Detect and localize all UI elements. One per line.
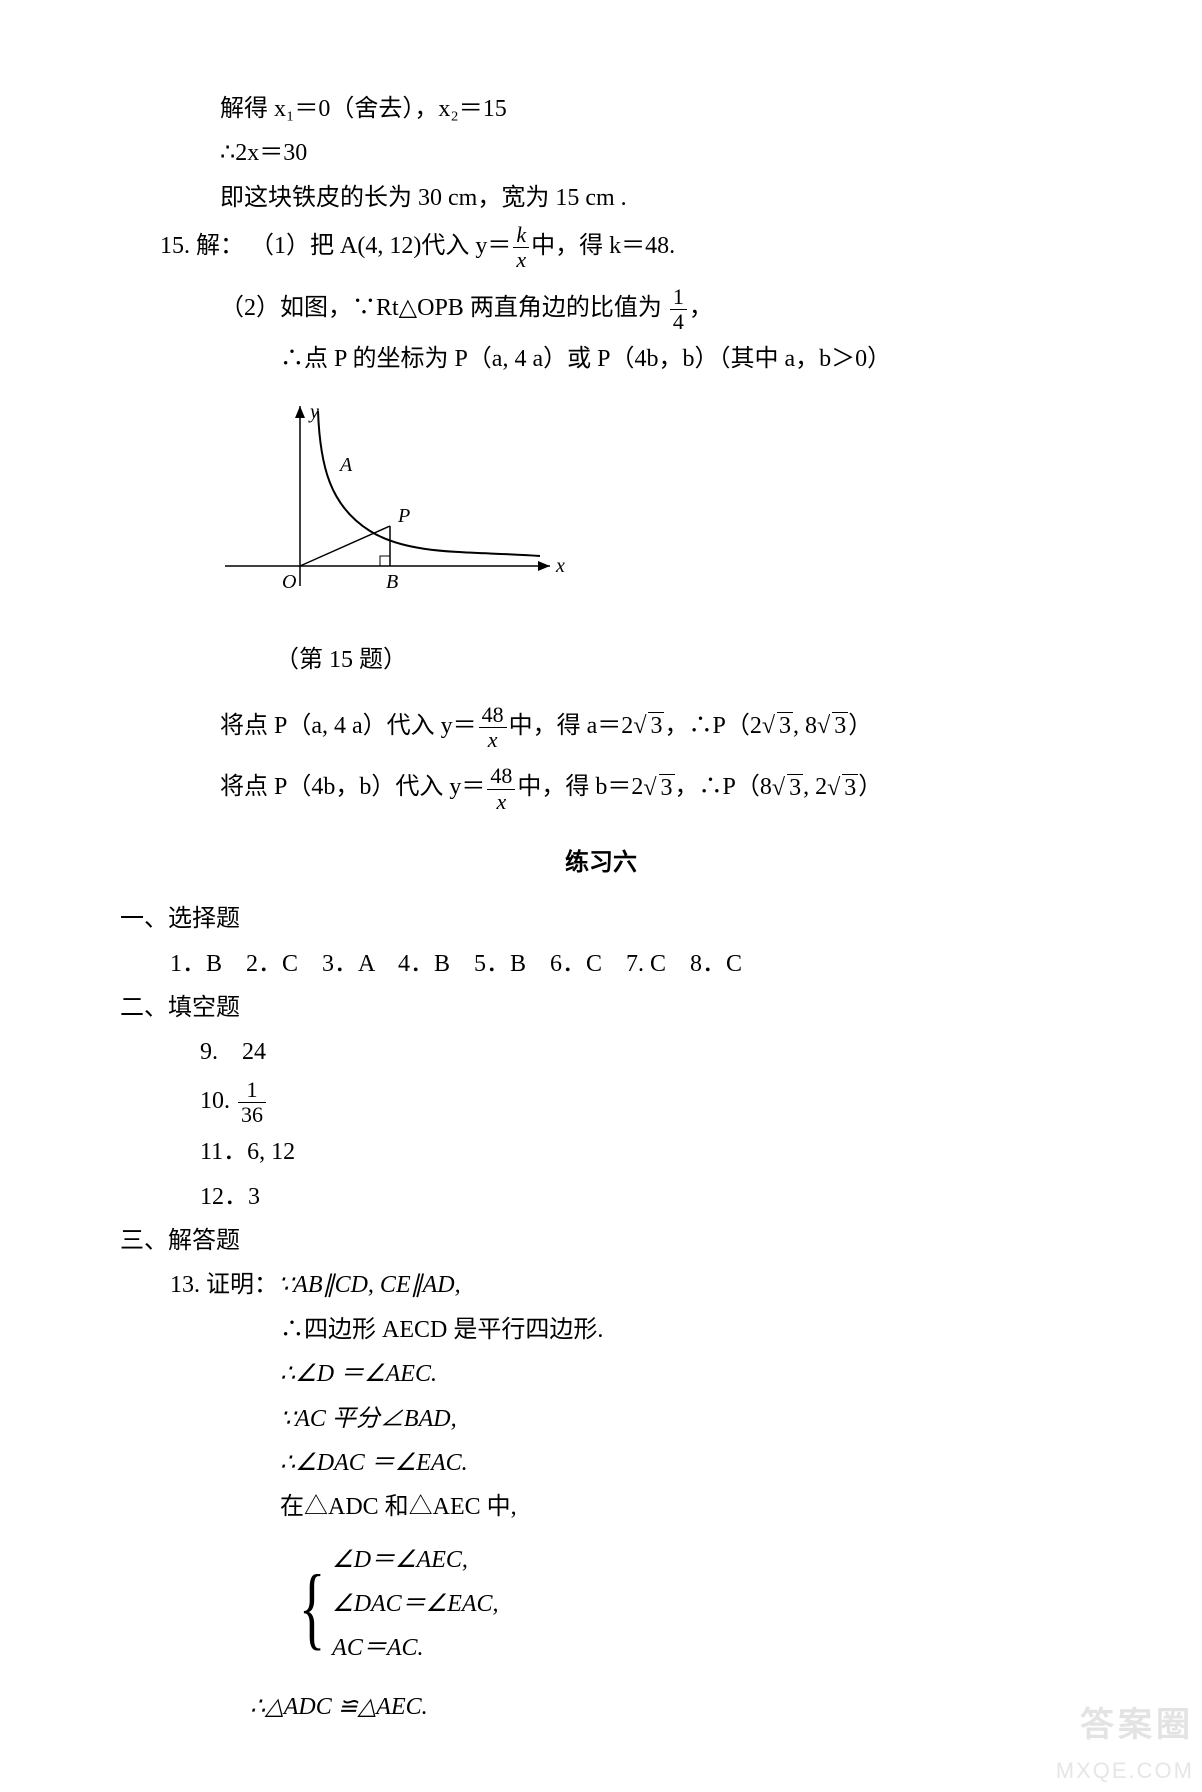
text-line: 解得 x₁＝0（舍去），x₂＝15 (120, 90, 1082, 128)
q15-subst1: 将点 P（a, 4 a）代入 y＝48x中，得 a＝2√3，∴P（2√3, 8√… (120, 703, 1082, 752)
q15-part2: （2）如图，∵Rt△OPB 两直角边的比值为 14， (120, 285, 1082, 334)
text: （2）如图，∵Rt△OPB 两直角边的比值为 (220, 295, 668, 321)
figure-caption: （第 15 题） (120, 641, 1082, 679)
text: 将点 P（4b，b）代入 y＝ (220, 775, 485, 801)
text: 中，得 a＝2 (509, 713, 634, 739)
sqrt: √3 (827, 769, 858, 807)
text: ） (848, 713, 872, 739)
svg-text:B: B (386, 571, 398, 593)
q13-line: ∴∠DAC ＝∠EAC. (120, 1444, 1082, 1482)
svg-text:O: O (282, 571, 296, 593)
text: , 2 (803, 775, 827, 801)
q13-line: 在△ADC 和△AEC 中, (120, 1488, 1082, 1526)
sqrt: √3 (817, 707, 848, 745)
answer-12: 12．3 (120, 1178, 1082, 1216)
text: , 8 (793, 713, 817, 739)
q13-line: ∴△ADC ≌△AEC. (120, 1688, 1082, 1726)
q13-label: 13. 证明： (170, 1272, 278, 1298)
exercise-title: 练习六 (120, 844, 1082, 882)
sqrt: √3 (762, 707, 793, 745)
fraction: 48x (479, 703, 507, 752)
brace-system: { ∠D＝∠AEC, ∠DAC＝∠EAC, AC＝AC. (120, 1541, 1082, 1674)
q15-subst2: 将点 P（4b，b）代入 y＝48x中，得 b＝2√3，∴P（8√3, 2√3） (120, 764, 1082, 813)
section-solve: 三、解答题 (120, 1222, 1082, 1260)
q13-line: ∵AC 平分∠BAD, (120, 1400, 1082, 1438)
text-line: ∴点 P 的坐标为 P（a, 4 a）或 P（4b，b）（其中 a，b＞0） (120, 340, 1082, 378)
text: ∵AB∥CD, CE∥AD, (278, 1272, 461, 1298)
brace-line: AC＝AC. (332, 1629, 498, 1667)
fraction: 48x (487, 764, 515, 813)
brace-line: ∠D＝∠AEC, (332, 1541, 498, 1579)
text: 中，得 k＝48. (531, 233, 675, 259)
q13-line: ∴四边形 AECD 是平行四边形. (120, 1311, 1082, 1349)
text: ， (689, 295, 713, 321)
section-fill: 二、填空题 (120, 989, 1082, 1027)
fraction: 14 (670, 285, 687, 334)
brace-line: ∠DAC＝∠EAC, (332, 1585, 498, 1623)
text-line: ∴2x＝30 (120, 134, 1082, 172)
text: （1）把 A(4, 12)代入 y＝ (250, 233, 511, 259)
text-line: 即这块铁皮的长为 30 cm，宽为 15 cm . (120, 179, 1082, 217)
q13-line: 13. 证明：∵AB∥CD, CE∥AD, (120, 1266, 1082, 1304)
fraction: kx (513, 223, 529, 272)
text: 中，得 b＝2 (517, 775, 643, 801)
fraction: 136 (238, 1078, 266, 1127)
q15-label: 15. 解： (160, 233, 244, 259)
section-choice: 一、选择题 (120, 900, 1082, 938)
text: 将点 P（a, 4 a）代入 y＝ (220, 713, 477, 739)
sqrt: √3 (633, 707, 664, 745)
svg-text:y: y (308, 401, 319, 423)
answer-11: 11．6, 12 (120, 1133, 1082, 1171)
svg-text:P: P (397, 505, 410, 527)
q13-line: ∴∠D ＝∠AEC. (120, 1355, 1082, 1393)
graph-svg: y x O A P B (220, 396, 580, 616)
text: ，∴P（8 (675, 775, 772, 801)
choice-answers: 1．B 2．C 3．A 4．B 5．B 6．C 7. C 8．C (120, 945, 1082, 983)
answer-9: 9. 24 (120, 1033, 1082, 1071)
text: ，∴P（2 (664, 713, 761, 739)
q15-part1: 15. 解： （1）把 A(4, 12)代入 y＝kx中，得 k＝48. (120, 223, 1082, 272)
sqrt: √3 (643, 769, 674, 807)
svg-text:A: A (338, 454, 353, 476)
svg-text:x: x (555, 555, 565, 577)
text: 10. (200, 1088, 236, 1114)
graph-figure: y x O A P B (220, 396, 1082, 628)
text: ） (858, 775, 882, 801)
sqrt: √3 (772, 769, 803, 807)
answer-10: 10. 136 (120, 1078, 1082, 1127)
